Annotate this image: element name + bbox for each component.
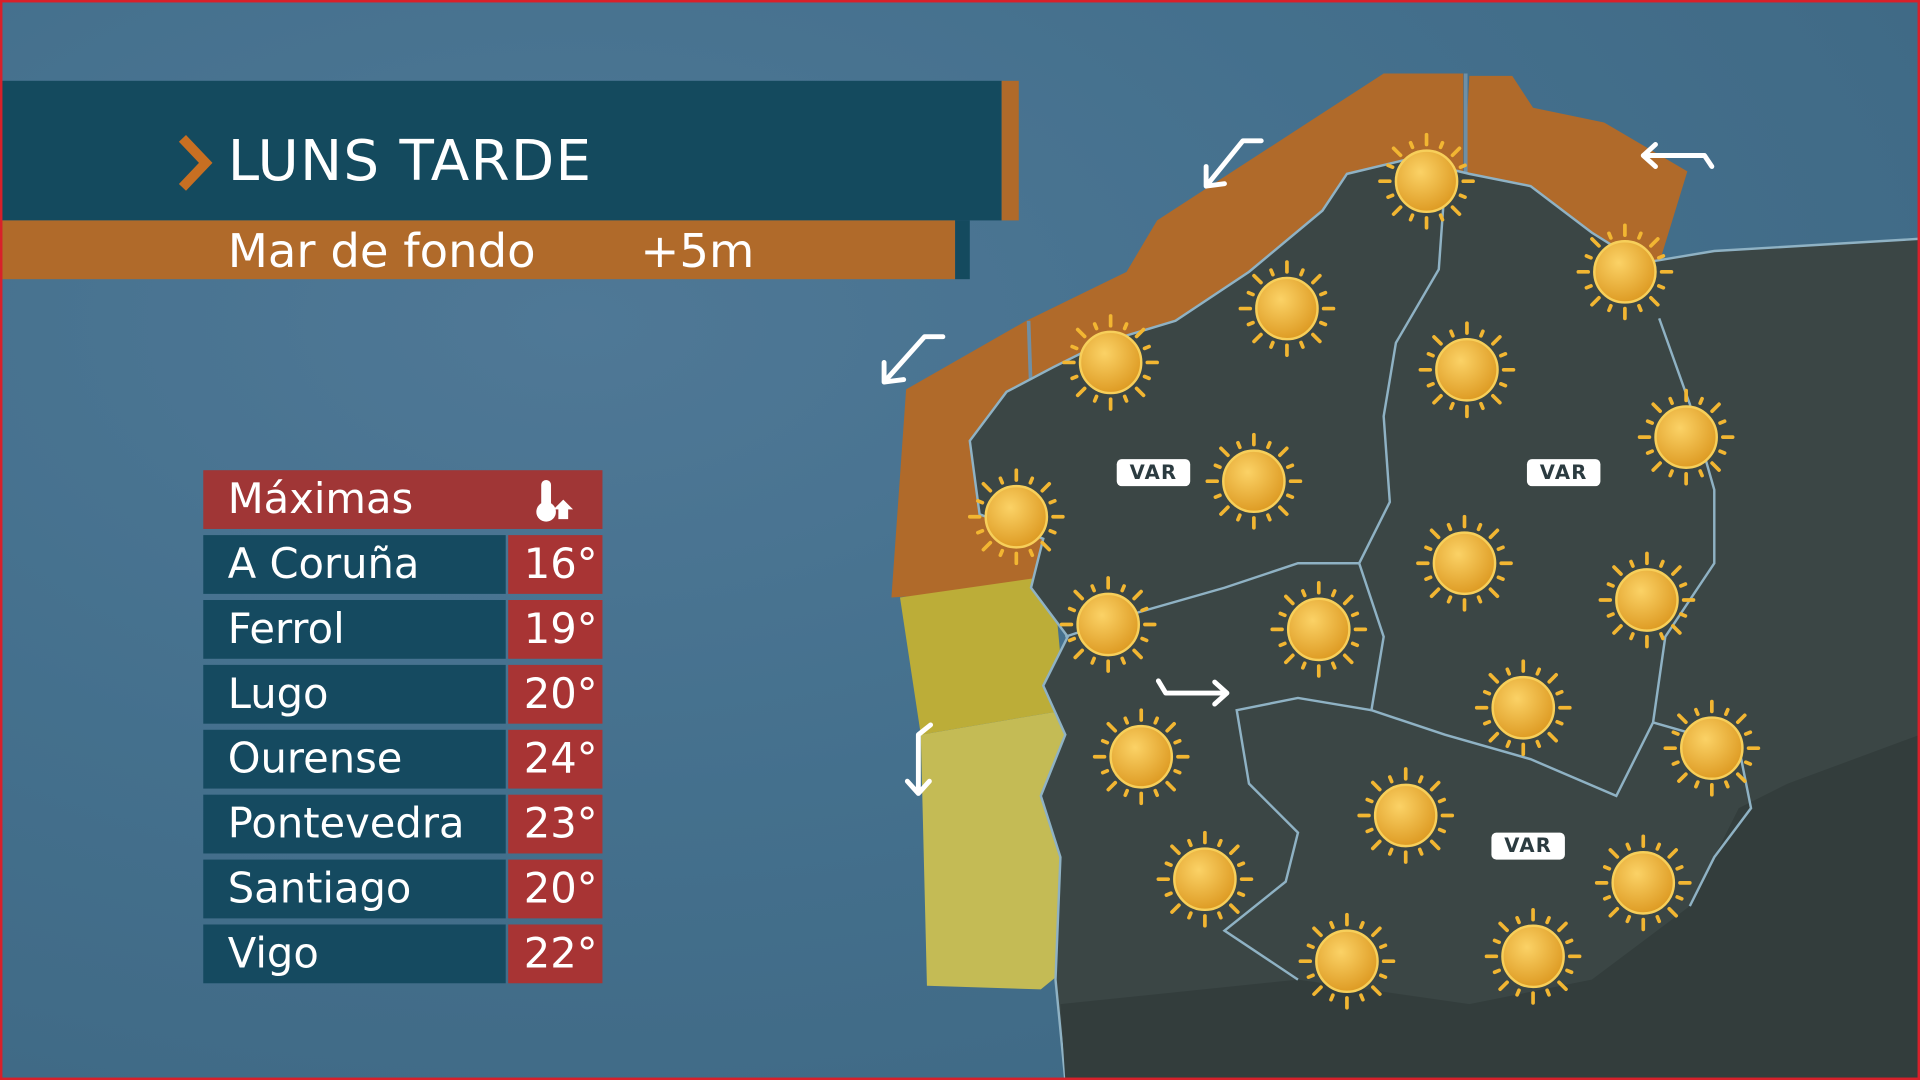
wind-arrow-icon [904, 722, 934, 796]
city-max-temp: 16° [508, 535, 603, 594]
sun-icon [1238, 260, 1336, 357]
portugal-land [1060, 734, 1920, 1080]
wind-variable-label: VAR [1526, 459, 1601, 487]
city-name: Pontevedra [203, 794, 506, 854]
city-name: Lugo [203, 664, 506, 724]
subtitle-bar [0, 220, 956, 280]
title-accent [1001, 80, 1019, 221]
table-header-label: Máximas [227, 475, 414, 525]
wind-variable-label: VAR [1491, 832, 1565, 860]
wind-arrow-icon [1155, 678, 1230, 707]
city-max-temp: 22° [508, 924, 603, 984]
table-row: Ourense 24° [203, 729, 603, 789]
sun-icon [1418, 321, 1516, 419]
city-name: Santiago [203, 859, 506, 919]
chevron-right-icon [178, 134, 213, 191]
sun-icon [1062, 314, 1159, 411]
city-name: Ourense [203, 729, 506, 789]
city-max-temp: 20° [508, 664, 603, 724]
thermometer-up-icon [536, 480, 574, 522]
yellow-warning-zone-north [900, 575, 1066, 735]
yellow-warning-zone-south [920, 710, 1068, 990]
wind-arrow-icon [1640, 142, 1715, 169]
table-row: Lugo 20° [203, 664, 603, 724]
wind-arrow-icon [1203, 138, 1264, 189]
sun-icon [1598, 551, 1696, 649]
page-title: LUNS TARDE [227, 127, 593, 194]
sun-icon [1474, 659, 1572, 757]
wind-arrow-icon [881, 334, 946, 385]
city-max-temp: 23° [508, 794, 603, 854]
table-header: Máximas [203, 470, 603, 529]
city-max-temp: 19° [508, 600, 603, 659]
sun-icon [1378, 132, 1475, 230]
sun-icon [1594, 834, 1692, 932]
sun-icon [1637, 388, 1735, 486]
city-name: Vigo [203, 924, 506, 984]
max-temperature-table: Máximas A Coruña 16° Ferrol 19° Lugo 20° Ouren… [203, 470, 603, 984]
city-max-temp: 24° [508, 729, 603, 789]
sun-icon [1576, 223, 1674, 321]
sun-icon [1484, 907, 1582, 1005]
subtitle-accent [955, 220, 970, 280]
sun-icon [1059, 576, 1157, 673]
table-row: Pontevedra 23° [203, 794, 603, 854]
sun-icon [967, 468, 1065, 566]
sun-icon [1205, 432, 1303, 530]
sun-icon [1092, 708, 1190, 806]
table-row: Santiago 20° [203, 859, 603, 919]
table-row: A Coruña 16° [203, 535, 603, 594]
subtitle-value: +5m [640, 224, 755, 278]
city-name: Ferrol [203, 600, 506, 659]
table-row: Vigo 22° [203, 924, 603, 984]
sun-icon [1298, 912, 1396, 1010]
wind-variable-label: VAR [1116, 459, 1191, 487]
title-bar [0, 80, 1002, 221]
table-row: Ferrol 19° [203, 600, 603, 659]
sun-icon [1270, 581, 1368, 678]
sun-icon [1663, 699, 1761, 797]
sun-icon [1156, 830, 1254, 928]
city-name: A Coruña [203, 535, 506, 594]
sun-icon [1416, 514, 1513, 612]
city-max-temp: 20° [508, 859, 603, 919]
sun-icon [1357, 767, 1455, 864]
subtitle: Mar de fondo [227, 224, 536, 278]
